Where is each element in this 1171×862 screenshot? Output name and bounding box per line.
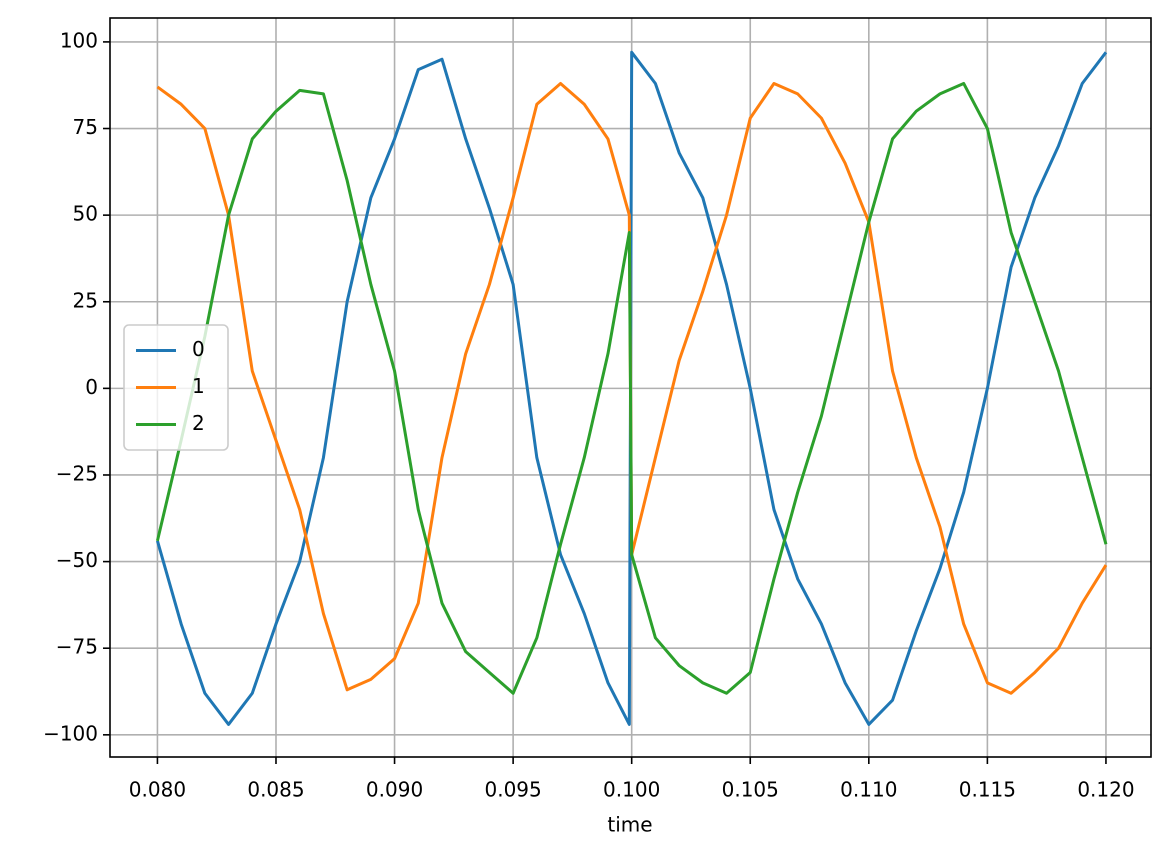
legend-label: 2 xyxy=(192,411,205,435)
x-tick-label: 0.110 xyxy=(840,778,897,802)
y-tick-label: 50 xyxy=(73,202,98,226)
y-tick-label: 25 xyxy=(73,288,98,312)
y-tick-label: 75 xyxy=(73,115,98,139)
y-tick-label: −100 xyxy=(43,721,98,745)
y-tick-label: 0 xyxy=(85,375,98,399)
line-series xyxy=(155,81,1108,695)
x-tick-label: 0.085 xyxy=(247,778,304,802)
x-tick-label: 0.105 xyxy=(722,778,779,802)
x-axis-label: time xyxy=(607,813,652,837)
legend-label: 1 xyxy=(192,374,205,398)
legend: 0 1 2 xyxy=(123,324,229,451)
x-tick-label: 0.120 xyxy=(1077,778,1134,802)
x-tick-label: 0.100 xyxy=(603,778,660,802)
x-tick-label: 0.115 xyxy=(959,778,1016,802)
y-tick-label: −25 xyxy=(56,461,98,485)
y-tick-label: −50 xyxy=(56,548,98,572)
y-tick-label: 100 xyxy=(60,28,98,52)
plot-frame xyxy=(109,17,1152,758)
legend-label: 0 xyxy=(192,337,205,361)
x-tick-label: 0.080 xyxy=(129,778,186,802)
x-tick-label: 0.095 xyxy=(484,778,541,802)
x-tick-label: 0.090 xyxy=(366,778,423,802)
y-tick-label: −75 xyxy=(56,635,98,659)
